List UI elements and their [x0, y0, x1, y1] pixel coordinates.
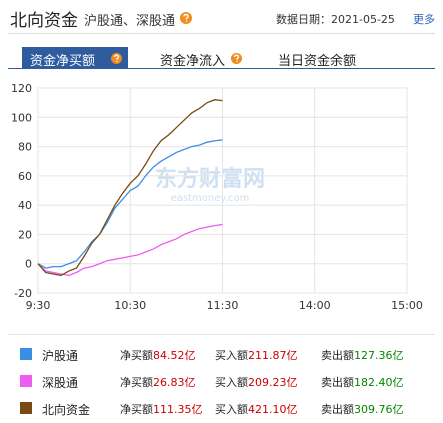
y-tick-label: 0	[25, 258, 32, 271]
help-icon[interactable]	[180, 12, 192, 24]
divider	[8, 33, 435, 34]
sell-label: 卖出额	[321, 376, 354, 389]
y-tick-label: 20	[18, 228, 32, 241]
buy-label: 买入额	[215, 376, 248, 389]
buy-label: 买入额	[215, 403, 248, 416]
y-tick-label: 60	[18, 170, 32, 183]
net-value: 26.83亿	[153, 376, 196, 389]
tab-underline	[8, 68, 435, 69]
sell-value: 182.40亿	[354, 376, 404, 389]
net-value: 84.52亿	[153, 349, 196, 362]
sell-label: 卖出额	[321, 403, 354, 416]
subtitle: 沪股通、深股通	[84, 14, 176, 29]
net-label: 净买额	[120, 349, 153, 362]
y-tick-label: -20	[14, 287, 32, 300]
buy-value: 209.23亿	[248, 376, 298, 389]
divider	[8, 334, 435, 335]
date: 数据日期：2021-05-25	[276, 13, 395, 26]
x-tick-label: 14:00	[299, 299, 331, 312]
buy-label: 买入额	[215, 349, 248, 362]
net-label: 净买额	[120, 376, 153, 389]
title: 北向资金	[10, 11, 78, 31]
help-icon[interactable]	[231, 53, 242, 64]
sell-value: 127.36亿	[354, 349, 404, 362]
chart: 东方财富网 eastmoney.com -20 0 20 40 60 80 100 120 9:…	[11, 82, 423, 312]
x-tick-label: 11:30	[207, 299, 239, 312]
net-label: 净买额	[120, 403, 153, 416]
series-line	[37, 99, 223, 277]
x-tick-label: 15:00	[391, 299, 423, 312]
y-tick-label: 80	[18, 141, 32, 154]
y-tick-label: 40	[18, 199, 32, 212]
buy-value: 421.10亿	[248, 403, 298, 416]
sell-label: 卖出额	[321, 349, 354, 362]
net-value: 111.35亿	[153, 403, 203, 416]
buy-value: 211.87亿	[248, 349, 298, 362]
y-tick-label: 100	[11, 111, 32, 124]
tab[interactable]: 当日资金余额	[278, 54, 357, 69]
tab-active-bg	[22, 47, 128, 68]
more-link[interactable]: 更多	[413, 13, 435, 26]
series-line	[37, 139, 223, 269]
legend-swatch	[20, 402, 32, 414]
watermark: 东方财富网	[155, 166, 265, 192]
x-tick-label: 9:30	[26, 299, 51, 312]
help-icon[interactable]	[111, 53, 122, 64]
legend-swatch	[20, 348, 32, 360]
legend-name: 北向资金	[42, 403, 91, 417]
y-tick-label: 120	[11, 82, 32, 95]
legend-name: 沪股通	[42, 349, 79, 363]
tab[interactable]: 资金净流入	[160, 54, 226, 69]
x-tick-label: 10:30	[114, 299, 146, 312]
sell-value: 309.76亿	[354, 403, 404, 416]
legend-name: 深股通	[42, 376, 79, 390]
tab[interactable]: 资金净买额	[30, 54, 96, 69]
legend-swatch	[20, 375, 32, 387]
watermark-sub: eastmoney.com	[171, 193, 250, 204]
series-line	[37, 223, 223, 277]
